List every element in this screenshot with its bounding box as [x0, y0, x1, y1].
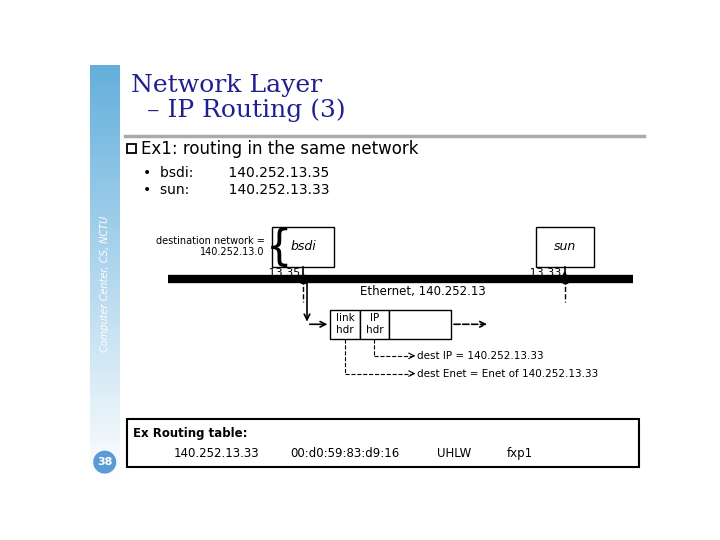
Text: dest Enet = Enet of 140.252.13.33: dest Enet = Enet of 140.252.13.33 — [417, 369, 598, 379]
Text: .13.35: .13.35 — [266, 268, 301, 278]
Text: 140.252.13.33: 140.252.13.33 — [174, 447, 259, 460]
Text: {: { — [266, 227, 292, 269]
Text: 00:d0:59:83:d9:16: 00:d0:59:83:d9:16 — [290, 447, 399, 460]
Text: sun: sun — [554, 240, 576, 253]
Text: 38: 38 — [97, 457, 112, 467]
FancyBboxPatch shape — [272, 226, 334, 267]
FancyBboxPatch shape — [330, 309, 360, 339]
Text: dest IP = 140.252.13.33: dest IP = 140.252.13.33 — [417, 351, 544, 361]
FancyBboxPatch shape — [360, 309, 389, 339]
Circle shape — [94, 451, 116, 473]
Text: – IP Routing (3): – IP Routing (3) — [131, 99, 346, 122]
Text: •  bsdi:        140.252.13.35: • bsdi: 140.252.13.35 — [143, 166, 329, 180]
Text: Ex Routing table:: Ex Routing table: — [133, 427, 248, 440]
FancyBboxPatch shape — [536, 226, 594, 267]
FancyBboxPatch shape — [389, 309, 451, 339]
Text: IP
hdr: IP hdr — [366, 314, 383, 335]
Text: bsdi: bsdi — [290, 240, 316, 253]
Text: Network Layer: Network Layer — [131, 74, 323, 97]
Text: •  sun:         140.252.13.33: • sun: 140.252.13.33 — [143, 184, 329, 198]
Text: Ex1: routing in the same network: Ex1: routing in the same network — [141, 140, 418, 158]
Text: link
hdr: link hdr — [336, 314, 354, 335]
Text: Ethernet, 140.252.13: Ethernet, 140.252.13 — [361, 285, 486, 298]
FancyBboxPatch shape — [127, 144, 136, 153]
Text: UHLW: UHLW — [437, 447, 472, 460]
Text: destination network =
140.252.13.0: destination network = 140.252.13.0 — [156, 236, 264, 258]
Text: Computer Center, CS, NCTU: Computer Center, CS, NCTU — [100, 216, 109, 353]
Text: fxp1: fxp1 — [507, 447, 533, 460]
FancyBboxPatch shape — [127, 419, 639, 467]
Text: .13.33: .13.33 — [527, 268, 562, 278]
